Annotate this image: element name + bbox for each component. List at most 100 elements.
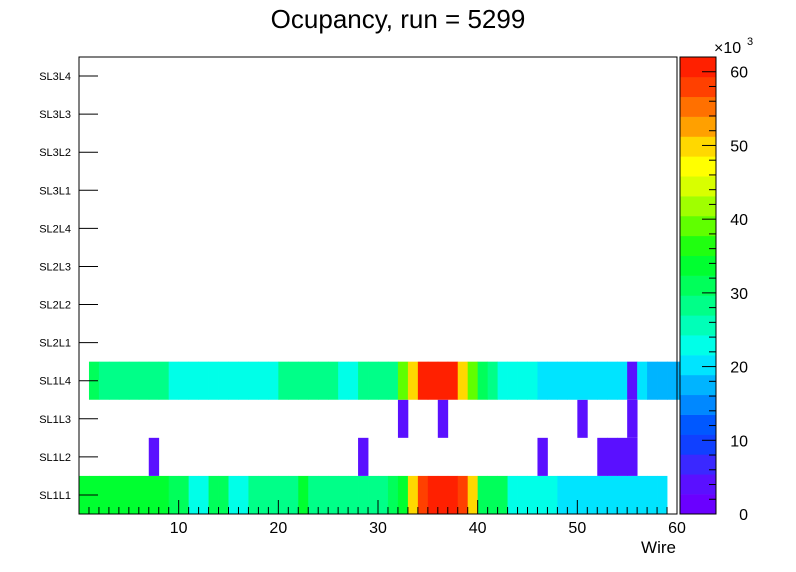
heatmap-cell [148,437,160,476]
color-scale-band [680,394,716,415]
heatmap-cell [248,475,259,514]
heatmap-cell [158,361,170,400]
color-scale-band [680,474,716,495]
color-scale-band [680,374,716,396]
color-scale-band [680,295,716,316]
z-tick-label: 0 [739,507,748,524]
y-tick-label: SL3L1 [39,185,71,197]
heatmap-cell [288,475,299,514]
y-tick-label: SL1L3 [39,414,71,426]
chart-title: Ocupancy, run = 5299 [271,4,526,34]
heatmap-cell [158,475,170,514]
heatmap-cell [547,361,558,400]
heatmap-cell [258,361,269,400]
heatmap-cell [537,361,548,400]
heatmap-cell [168,361,180,400]
y-tick-label: SL3L4 [39,71,71,83]
heatmap-cell [348,361,359,400]
heatmap-cell [597,361,608,400]
z-tick-label: 30 [730,286,748,303]
heatmap-cell [597,437,608,476]
heatmap-cell [397,399,409,438]
heatmap-cell [607,437,618,476]
heatmap-cell [128,475,140,514]
heatmap-cell [617,475,628,514]
y-tick-label: SL2L2 [39,300,71,312]
heatmap-cell [278,475,289,514]
heatmap-cell [637,361,648,400]
color-scale-band [680,494,716,515]
heatmap-cell [587,361,598,400]
heatmap-cell [218,475,229,514]
color-scale-exponent: 3 [747,36,753,48]
color-scale-band [680,96,716,117]
y-axis: SL1L1 SL1L2 SL1L3 SL1L4 SL2L1 SL2L2 SL2L3 SL2L4… [39,71,98,502]
heatmap-cell [467,361,479,400]
heatmap-cell [218,361,229,400]
heatmap-cell [447,361,459,400]
heatmap-cell [108,475,120,514]
heatmap-cell [627,437,638,476]
color-scale-band [680,335,716,356]
heatmap-cell [497,361,508,400]
y-tick-label: SL2L3 [39,261,71,273]
heatmap-cell [637,475,648,514]
heatmap-cell [417,361,429,400]
heatmap-cell [178,475,190,514]
x-tick-label: 20 [269,520,287,537]
x-axis-label: Wire [641,538,676,557]
heatmap-cell [318,361,329,400]
heatmap-cell [417,475,429,514]
z-tick-label: 10 [730,433,748,450]
heatmap-cell [627,361,638,400]
x-tick-label: 10 [170,520,188,537]
y-tick-label: SL3L3 [39,109,71,121]
heatmap-cell [308,475,319,514]
heatmap-cell [268,361,279,400]
y-tick-label: SL2L1 [39,338,71,350]
heatmap-cell [358,437,369,476]
heatmap-cell [238,361,249,400]
heatmap-cell [178,361,190,400]
heatmap-cell [308,361,319,400]
heatmap-cell [118,475,130,514]
y-tick-label: SL1L1 [39,490,71,502]
color-scale-band [680,434,716,455]
color-scale-band [680,235,716,256]
heatmap-cell [318,475,329,514]
heatmap-cell [507,475,518,514]
heatmap-cell [657,361,668,400]
heatmap-cell [98,361,110,400]
heatmap-cell [138,361,150,400]
x-tick-label: 50 [568,520,586,537]
heatmap-cell [397,475,409,514]
color-scale-band [680,255,716,276]
heatmap-cell [387,361,399,400]
color-scale-band [680,176,716,197]
heatmap-cell [667,361,678,400]
plot-frame [78,56,678,515]
heatmap-cell [148,361,160,400]
heatmap-cell [128,361,140,400]
heatmap-cell [477,475,489,514]
color-scale-band [680,57,716,78]
heatmap-cell [358,361,369,400]
heatmap-cell [427,475,439,514]
heatmap-cell [617,437,628,476]
heatmap-cell [497,475,508,514]
heatmap-cell [378,361,389,400]
heatmap-cell [617,361,628,400]
heatmap-cell [387,475,399,514]
color-scale-frame [679,56,717,515]
heatmap-cell [457,475,469,514]
y-tick-label: SL1L2 [39,452,71,464]
z-tick-label: 20 [730,360,748,377]
color-scale-band [680,196,716,217]
heatmap-cell [148,475,160,514]
color-scale-band [680,315,716,336]
heatmap-cell [358,475,369,514]
color-scale-multiplier: ×10 [714,40,741,57]
heatmap-cell [368,475,379,514]
heatmap-cell [527,475,538,514]
